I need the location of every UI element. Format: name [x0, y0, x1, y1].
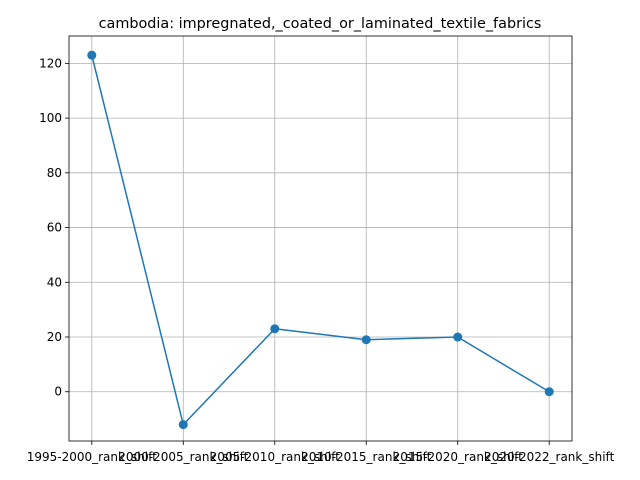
- tick-labels: 1995-2000_rank_shift2000-2005_rank_shift…: [27, 56, 615, 464]
- data-series: [87, 50, 554, 430]
- y-tick-label: 120: [39, 56, 62, 70]
- data-point: [453, 332, 463, 342]
- plot-frame: [68, 35, 573, 442]
- y-tick-label: 0: [54, 385, 62, 399]
- y-tick-label: 60: [47, 221, 62, 235]
- data-point: [178, 420, 188, 430]
- y-tick-label: 100: [39, 111, 62, 125]
- data-point: [270, 324, 280, 334]
- x-tick-label: 2010-2015_rank_shift: [301, 450, 431, 464]
- y-tick-label: 80: [47, 166, 62, 180]
- grid-lines: [69, 36, 572, 441]
- x-tick-label: 1995-2000_rank_shift: [27, 450, 157, 464]
- series-line: [91, 54, 550, 426]
- x-tick-label: 2005-2010_rank_shift: [210, 450, 340, 464]
- x-tick-label: 2000-2005_rank_shift: [118, 450, 248, 464]
- data-point: [361, 335, 371, 345]
- data-point: [544, 387, 554, 397]
- chart-title: cambodia: impregnated,_coated_or_laminat…: [99, 16, 542, 32]
- data-point: [87, 50, 97, 60]
- axes: [65, 35, 573, 445]
- x-tick-label: 2015-2020_rank_shift: [393, 450, 523, 464]
- y-tick-label: 40: [47, 275, 62, 289]
- y-tick-label: 20: [47, 330, 62, 344]
- x-tick-label: 2020-2022_rank_shift: [484, 450, 614, 464]
